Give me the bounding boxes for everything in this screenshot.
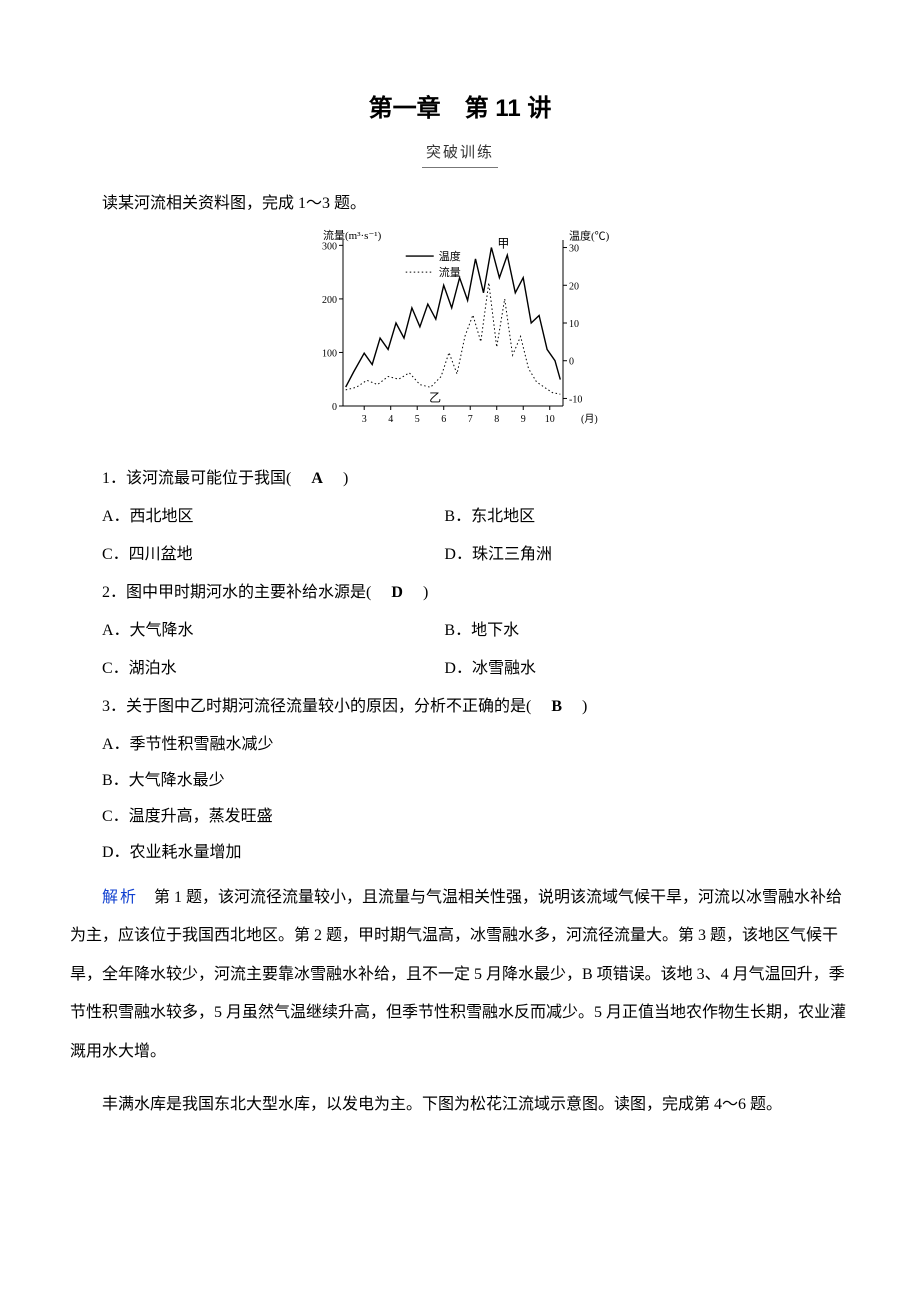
q1-stem: 1．该河流最可能位于我国( A ) <box>70 463 850 495</box>
page-title: 第一章 第 11 讲 <box>70 90 850 128</box>
q3-answer: B <box>551 698 562 715</box>
svg-text:0: 0 <box>332 402 337 413</box>
q1-answer-slot: A <box>295 470 339 487</box>
svg-text:3: 3 <box>362 414 367 425</box>
q1-row1: A．西北地区 B．东北地区 <box>70 501 850 533</box>
svg-text:200: 200 <box>322 295 337 306</box>
svg-text:9: 9 <box>521 414 526 425</box>
q1-optA: A．西北地区 <box>70 501 444 533</box>
svg-text:甲: 甲 <box>497 237 509 251</box>
q3-optC: C．温度升高，蒸发旺盛 <box>70 801 850 833</box>
explain-text: 第 1 题，该河流径流量较小，且流量与气温相关性强，说明该流域气候干旱，河流以冰… <box>70 889 846 1060</box>
svg-text:-10: -10 <box>569 395 582 406</box>
subtitle: 突破训练 <box>422 141 498 168</box>
svg-text:30: 30 <box>569 244 579 255</box>
intro-text: 读某河流相关资料图，完成 1～3 题。 <box>70 188 850 220</box>
q2-optC: C．湖泊水 <box>70 653 444 685</box>
q1-optD: D．珠江三角洲 <box>444 539 850 571</box>
svg-text:乙: 乙 <box>429 391 441 405</box>
q2-stem-text: 2．图中甲时期河水的主要补给水源是( <box>102 584 371 601</box>
q1-tail: ) <box>343 470 348 487</box>
svg-text:4: 4 <box>388 414 393 425</box>
intro2-text: 丰满水库是我国东北大型水库，以发电为主。下图为松花江流域示意图。读图，完成第 4… <box>70 1089 850 1121</box>
q3-optD: D．农业耗水量增加 <box>70 837 850 869</box>
q2-optD: D．冰雪融水 <box>444 653 850 685</box>
svg-text:8: 8 <box>494 414 499 425</box>
q3-tail: ) <box>582 698 587 715</box>
q1-answer: A <box>311 470 323 487</box>
q2-tail: ) <box>423 584 428 601</box>
q3-stem: 3．关于图中乙时期河流径流量较小的原因，分析不正确的是( B ) <box>70 691 850 723</box>
q3-optA: A．季节性积雪融水减少 <box>70 729 850 761</box>
svg-text:流量: 流量 <box>439 265 461 279</box>
q1-row2: C．四川盆地 D．珠江三角洲 <box>70 539 850 571</box>
q1-optB: B．东北地区 <box>444 501 850 533</box>
explanation: 解析 第 1 题，该河流径流量较小，且流量与气温相关性强，说明该流域气候干旱，河… <box>70 879 850 1071</box>
svg-text:温度(℃): 温度(℃) <box>569 229 610 243</box>
svg-text:300: 300 <box>322 242 337 253</box>
q1-stem-text: 1．该河流最可能位于我国( <box>102 470 291 487</box>
svg-text:7: 7 <box>468 414 473 425</box>
q3-optB: B．大气降水最少 <box>70 765 850 797</box>
explain-label: 解析 <box>102 889 138 906</box>
q2-row1: A．大气降水 B．地下水 <box>70 615 850 647</box>
svg-text:(月): (月) <box>581 413 598 425</box>
q2-answer: D <box>391 584 403 601</box>
q2-optA: A．大气降水 <box>70 615 444 647</box>
q2-answer-slot: D <box>375 584 419 601</box>
svg-text:6: 6 <box>441 414 446 425</box>
q1-optC: C．四川盆地 <box>70 539 444 571</box>
river-chart: 0 100 200 300 -10 0 10 20 30 3 4 5 6 7 8 9 10 (月) 流量(m³·s⁻… <box>70 228 850 447</box>
svg-text:20: 20 <box>569 282 579 293</box>
svg-text:10: 10 <box>569 319 579 330</box>
svg-text:流量(m³·s⁻¹): 流量(m³·s⁻¹) <box>323 228 382 242</box>
q2-optB: B．地下水 <box>444 615 850 647</box>
svg-text:10: 10 <box>545 414 555 425</box>
q3-answer-slot: B <box>535 698 578 715</box>
svg-text:5: 5 <box>415 414 420 425</box>
svg-text:100: 100 <box>322 349 337 360</box>
subtitle-wrap: 突破训练 <box>70 140 850 168</box>
q2-stem: 2．图中甲时期河水的主要补给水源是( D ) <box>70 577 850 609</box>
svg-text:温度: 温度 <box>439 249 461 263</box>
q2-row2: C．湖泊水 D．冰雪融水 <box>70 653 850 685</box>
svg-text:0: 0 <box>569 357 574 368</box>
q3-stem-text: 3．关于图中乙时期河流径流量较小的原因，分析不正确的是( <box>102 698 531 715</box>
